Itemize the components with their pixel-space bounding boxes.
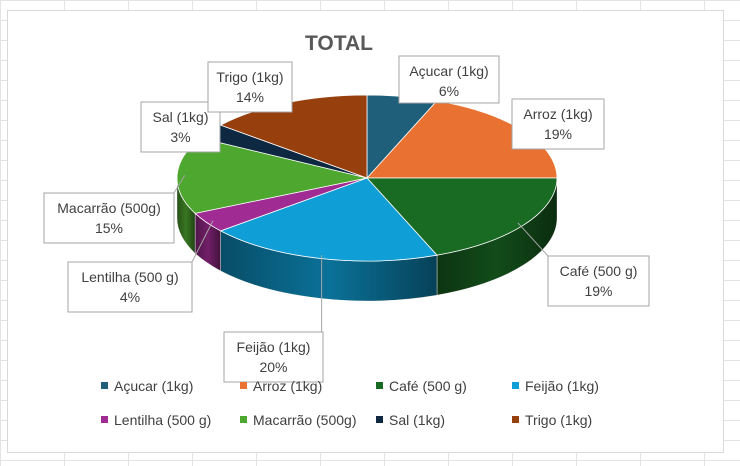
legend-label: Sal (1kg) [389, 412, 445, 428]
data-label-value: 20% [259, 359, 287, 375]
legend-item-acucar-1kg[interactable]: Açucar (1kg) [101, 378, 193, 394]
data-label-macarrao-500g[interactable]: Macarrão (500g) 15% [43, 192, 175, 244]
legend-swatch [512, 382, 519, 389]
legend-item-macarrao-500g[interactable]: Macarrão (500g) [240, 412, 357, 428]
data-label-acucar-1kg[interactable]: Açucar (1kg) 6% [398, 55, 500, 104]
pie-slice-feijao-1kg[interactable] [219, 177, 438, 262]
legend-label: Macarrão (500g) [253, 412, 357, 428]
data-label-arroz-1kg[interactable]: Arroz (1kg) 19% [511, 98, 605, 150]
chart-title: TOTAL [305, 32, 373, 55]
data-label-lentilha-500-g[interactable]: Lentilha (500 g) 4% [67, 261, 193, 313]
legend-item-trigo-1kg[interactable]: Trigo (1kg) [512, 412, 592, 428]
data-label-feijao-1kg[interactable]: Feijão (1kg) 20% [223, 331, 324, 383]
data-label-box [547, 255, 650, 307]
data-label-category: Sal (1kg) [152, 109, 208, 125]
pie-slice-cafe-500-g[interactable] [366, 177, 558, 256]
legend-swatch [376, 416, 383, 423]
legend-label: Arroz (1kg) [253, 378, 322, 394]
data-label-box [67, 261, 193, 313]
data-label-box [511, 98, 605, 150]
leader-line [517, 222, 549, 257]
legend-item-sal-1kg[interactable]: Sal (1kg) [376, 412, 445, 428]
legend-swatch [240, 416, 247, 423]
data-label-category: Macarrão (500g) [57, 200, 161, 216]
data-label-value: 19% [544, 126, 572, 142]
legend-label: Açucar (1kg) [114, 378, 193, 394]
data-label-category: Açucar (1kg) [409, 63, 488, 79]
data-label-value: 4% [120, 289, 140, 305]
pie-slice-side-shade [436, 178, 557, 296]
data-label-box [398, 55, 500, 104]
data-label-value: 19% [584, 283, 612, 299]
legend-swatch [240, 382, 247, 389]
legend-item-cafe-500-g[interactable]: Café (500 g) [376, 378, 467, 394]
legend-swatch [101, 382, 108, 389]
legend-label: Feijão (1kg) [525, 378, 599, 394]
legend-swatch [101, 416, 108, 423]
data-label-value: 3% [170, 129, 190, 145]
legend-swatch [512, 416, 519, 423]
data-label-sal-1kg[interactable]: Sal (1kg) 3% [140, 101, 221, 153]
data-label-value: 15% [95, 220, 123, 236]
leader-line [191, 220, 214, 263]
data-label-box [140, 101, 221, 153]
legend-item-feijao-1kg[interactable]: Feijão (1kg) [512, 378, 599, 394]
data-label-category: Trigo (1kg) [216, 69, 283, 85]
leader-line [173, 175, 186, 194]
pie-slice-side-shade [220, 230, 437, 301]
data-label-value: 6% [439, 83, 459, 99]
legend-label: Lentilha (500 g) [114, 412, 211, 428]
data-label-box [223, 331, 324, 383]
data-label-category: Arroz (1kg) [523, 106, 592, 122]
legend-item-lentilha-500-g[interactable]: Lentilha (500 g) [101, 412, 211, 428]
data-label-box [207, 61, 293, 113]
data-label-cafe-500-g[interactable]: Café (500 g) 19% [547, 255, 650, 307]
legend-label: Trigo (1kg) [525, 412, 592, 428]
data-label-category: Feijão (1kg) [237, 339, 311, 355]
chart-legend: Açucar (1kg) Arroz (1kg) Café (500 g) Feijã… [101, 378, 599, 428]
data-label-value: 14% [236, 89, 264, 105]
data-label-trigo-1kg[interactable]: Trigo (1kg) 14% [207, 61, 293, 113]
data-label-category: Café (500 g) [560, 263, 638, 279]
data-label-box [43, 192, 175, 244]
data-label-category: Lentilha (500 g) [81, 269, 178, 285]
legend-item-arroz-1kg[interactable]: Arroz (1kg) [240, 378, 322, 394]
legend-swatch [376, 382, 383, 389]
legend-label: Café (500 g) [389, 378, 467, 394]
